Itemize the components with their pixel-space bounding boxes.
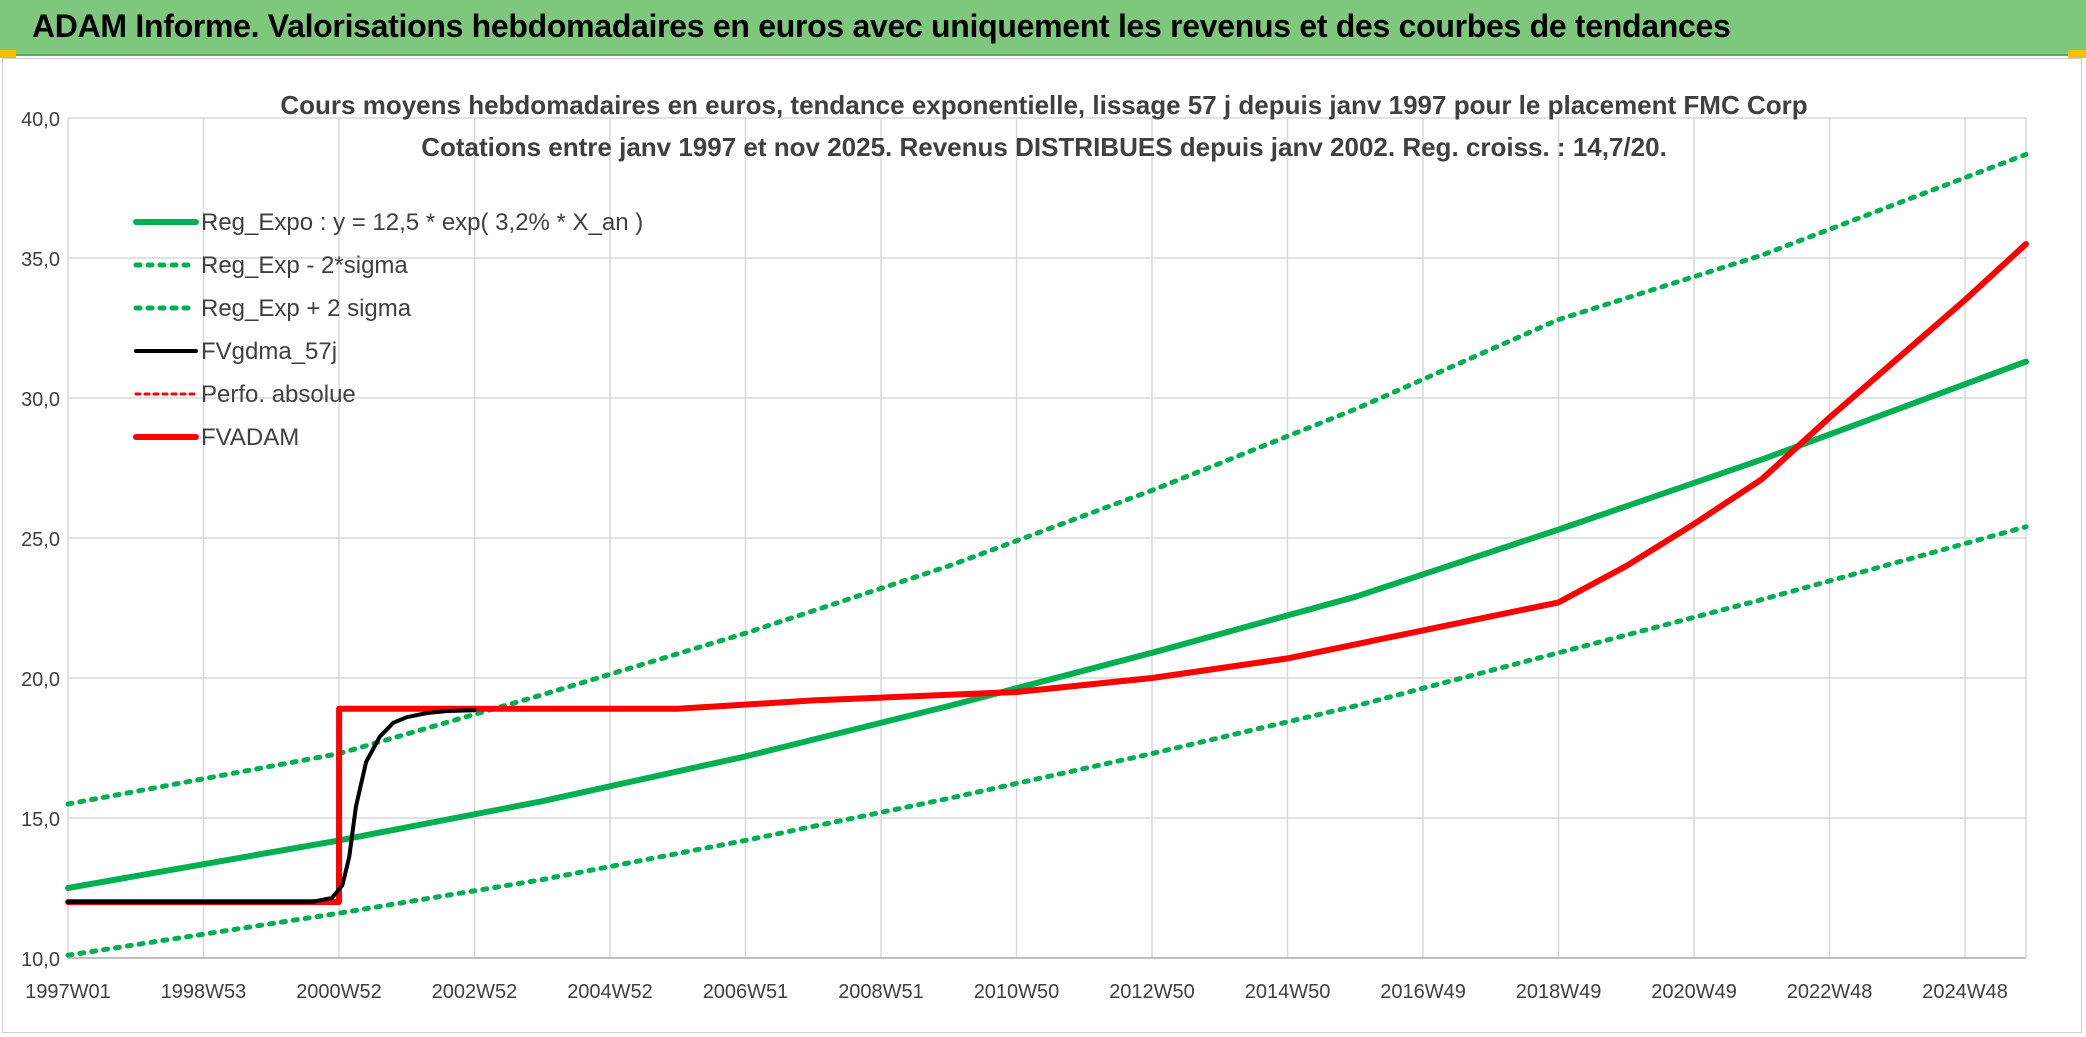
report-banner: ADAM Informe. Valorisations hebdomadaire…: [0, 0, 2086, 56]
x-tick-label: 2002W52: [432, 981, 518, 1003]
y-tick-label: 30,0: [21, 389, 60, 411]
x-tick-label: 1997W01: [25, 981, 111, 1003]
x-tick-label: 1998W53: [161, 981, 247, 1003]
grid-lines: [67, 117, 2027, 959]
x-tick-label: 2024W48: [1922, 981, 2008, 1003]
x-tick-label: 2018W49: [1516, 981, 1602, 1003]
series-line: [65, 358, 2029, 891]
series-line: [65, 151, 2029, 807]
chart-title-block: Cours moyens hebdomadaires en euros, ten…: [280, 90, 1807, 162]
corner-mark-left: [0, 50, 16, 58]
chart-title: Cours moyens hebdomadaires en euros, ten…: [280, 90, 1807, 120]
x-tick-label: 2016W49: [1380, 981, 1466, 1003]
corner-mark-right: [2068, 50, 2086, 58]
series-line: [65, 524, 2029, 958]
x-tick-label: 2004W52: [567, 981, 653, 1003]
x-tick-label: 2020W49: [1651, 981, 1737, 1003]
x-tick-label: 2006W51: [703, 981, 789, 1003]
legend-label: FVADAM: [201, 424, 299, 451]
series-line: [66, 708, 477, 904]
chart-subtitle: Cotations entre janv 1997 et nov 2025. R…: [421, 132, 1667, 162]
y-tick-label: 25,0: [21, 529, 60, 551]
legend-label: Reg_Exp - 2*sigma: [201, 252, 408, 279]
y-tick-label: 40,0: [21, 109, 60, 131]
report-title: ADAM Informe. Valorisations hebdomadaire…: [32, 8, 1731, 44]
legend: Reg_Expo : y = 12,5 * exp( 3,2% * X_an )…: [133, 209, 643, 451]
y-tick-label: 10,0: [21, 949, 60, 971]
chart-frame: [2, 58, 2082, 1033]
y-tick-label: 15,0: [21, 809, 60, 831]
legend-label: Perfo. absolue: [201, 381, 356, 408]
series-lines: [65, 151, 2029, 958]
x-tick-label: 2022W48: [1787, 981, 1873, 1003]
y-tick-label: 35,0: [21, 249, 60, 271]
x-tick-label: 2000W52: [296, 981, 382, 1003]
series-line: [66, 242, 2028, 904]
x-axis-ticks: 1997W01 1998W53 2000W52 2002W52 2004W52 2006W…: [25, 981, 2008, 1003]
x-tick-label: 2014W50: [1245, 981, 1331, 1003]
y-tick-label: 20,0: [21, 669, 60, 691]
x-tick-label: 2012W50: [1109, 981, 1195, 1003]
x-tick-label: 2010W50: [974, 981, 1060, 1003]
x-tick-label: 2008W51: [838, 981, 924, 1003]
series-line: [65, 241, 2029, 905]
legend-label: Reg_Exp + 2 sigma: [201, 295, 412, 322]
legend-label: FVgdma_57j: [201, 338, 337, 365]
y-axis-ticks: 10,0 15,0 20,0 25,0 30,0 35,0 40,0: [21, 109, 60, 971]
legend-label: Reg_Expo : y = 12,5 * exp( 3,2% * X_an ): [201, 209, 643, 236]
